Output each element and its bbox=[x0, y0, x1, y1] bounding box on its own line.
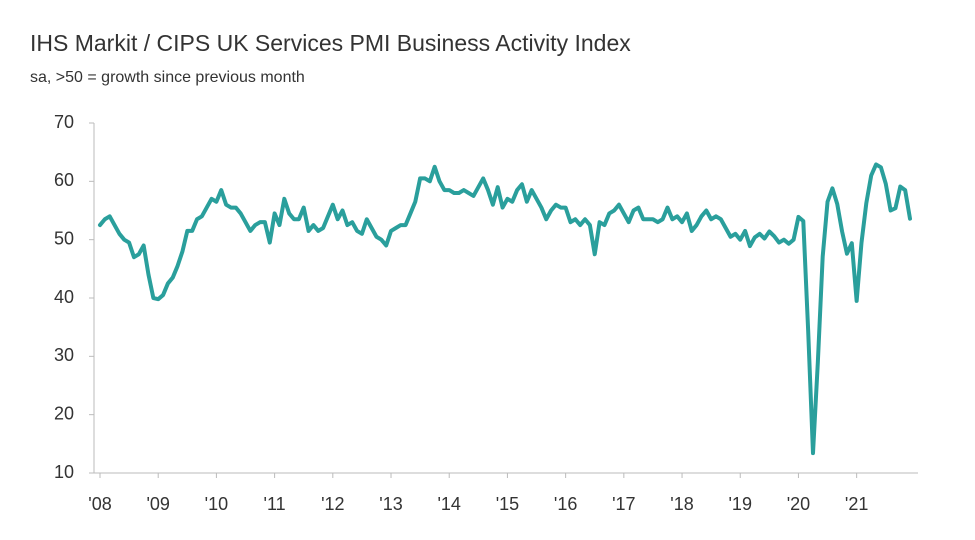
x-tick-label: '13 bbox=[379, 494, 402, 514]
x-tick-label: '18 bbox=[670, 494, 693, 514]
chart-title: IHS Markit / CIPS UK Services PMI Busine… bbox=[30, 30, 631, 56]
x-tick-label: '19 bbox=[729, 494, 752, 514]
x-tick-label: '20 bbox=[787, 494, 810, 514]
x-tick-label: '17 bbox=[612, 494, 635, 514]
x-tick-label: '08 bbox=[88, 494, 111, 514]
x-tick-label: '11 bbox=[264, 494, 286, 514]
y-tick-label: 60 bbox=[54, 170, 74, 190]
line-series bbox=[98, 162, 912, 456]
y-tick-label: 20 bbox=[54, 403, 74, 423]
x-tick-label: '10 bbox=[205, 494, 228, 514]
y-tick-label: 50 bbox=[54, 228, 74, 248]
x-tick-label: '09 bbox=[146, 494, 169, 514]
y-tick-label: 10 bbox=[54, 462, 74, 482]
chart-subtitle: sa, >50 = growth since previous month bbox=[30, 69, 305, 86]
y-tick-label: 70 bbox=[54, 112, 74, 132]
x-tick-label: '16 bbox=[554, 494, 577, 514]
x-tick-label: '12 bbox=[321, 494, 344, 514]
x-tick-label: '15 bbox=[496, 494, 519, 514]
x-tick-label: '14 bbox=[437, 494, 460, 514]
x-tick-label: '21 bbox=[845, 494, 868, 514]
y-tick-label: 30 bbox=[54, 345, 74, 365]
y-tick-label: 40 bbox=[54, 287, 74, 307]
